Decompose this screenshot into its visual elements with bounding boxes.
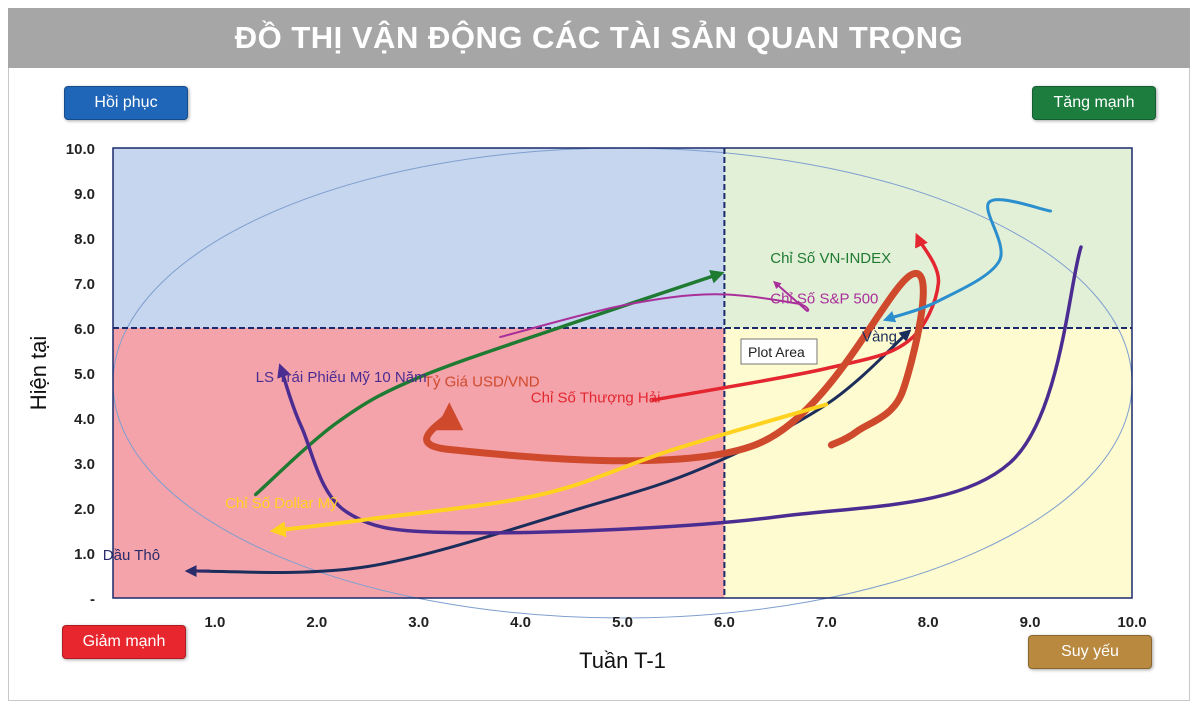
x-tick-label: 3.0 <box>408 614 429 631</box>
series-line <box>499 280 810 338</box>
y-tick-label: 1.0 <box>74 546 95 563</box>
y-tick-label: 2.0 <box>74 501 95 518</box>
y-tick-label: 6.0 <box>74 321 95 338</box>
x-tick-label: 2.0 <box>306 614 327 631</box>
y-tick-label: 8.0 <box>74 231 95 248</box>
series-line <box>277 245 1083 535</box>
x-tick-label: 9.0 <box>1020 614 1041 631</box>
plot-border <box>112 147 1133 599</box>
chart-title: ĐỒ THỊ VẬN ĐỘNG CÁC TÀI SẢN QUAN TRỌNG <box>8 8 1190 68</box>
y-tick-label: 9.0 <box>74 186 95 203</box>
x-tick-label: 6.0 <box>714 614 735 631</box>
y-tick-label: 5.0 <box>74 366 95 383</box>
series-line <box>269 402 829 538</box>
quadrant-badge-giam-manh: Giảm mạnh <box>62 625 186 659</box>
y-tick-label: 3.0 <box>74 456 95 473</box>
x-tick-label: 4.0 <box>510 614 531 631</box>
series-label: LS Trái Phiếu Mỹ 10 Năm <box>256 369 427 386</box>
series-label: Vàng <box>862 329 897 346</box>
x-tick-label: 7.0 <box>816 614 837 631</box>
x-axis-label: Tuần T-1 <box>579 648 666 673</box>
series-label: Chỉ Số Thượng Hải <box>531 389 661 406</box>
tooltip-box <box>740 338 818 365</box>
x-tick-label: 8.0 <box>918 614 939 631</box>
x-tick-label: 10.0 <box>1117 614 1146 631</box>
x-tick-label: 1.0 <box>204 614 225 631</box>
x-tick-label: 5.0 <box>612 614 633 631</box>
series-label: Chỉ Số S&P 500 <box>770 290 878 307</box>
quadrant-badge-hoi-phuc: Hồi phục <box>64 86 188 120</box>
series-label: Chỉ Số VN-INDEX <box>770 250 891 267</box>
quadrant-badge-tang-manh: Tăng mạnh <box>1032 86 1156 120</box>
y-tick-label: 4.0 <box>74 411 95 428</box>
series-line <box>651 232 941 402</box>
plot-area-tooltip: Plot Area <box>740 338 818 365</box>
tooltip-text: Plot Area <box>748 344 805 360</box>
series-line <box>882 198 1052 323</box>
quadrant-area-suy-yeu <box>724 328 1132 598</box>
series-label: Tỷ Giá USD/VND <box>424 374 540 391</box>
y-tick-label: - <box>90 591 95 608</box>
y-tick-label: 10.0 <box>66 141 95 158</box>
series-label: Dầu Thô <box>103 547 160 564</box>
series-label: Chỉ Số Dollar Mỹ <box>225 495 338 512</box>
quadrant-area-hoi-phuc <box>113 148 725 328</box>
y-axis-label: Hiện tại <box>26 336 51 411</box>
y-tick-label: 7.0 <box>74 276 95 293</box>
series-line <box>423 270 927 465</box>
quadrant-badge-suy-yeu: Suy yếu <box>1028 635 1152 669</box>
